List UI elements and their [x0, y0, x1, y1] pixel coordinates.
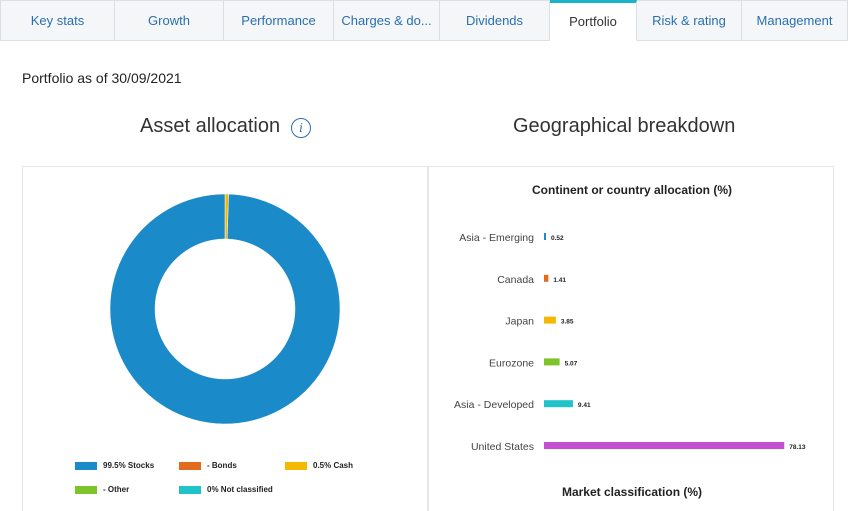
bar-value-label: 9.41	[578, 402, 591, 409]
legend-swatch	[75, 485, 97, 494]
legend-item-bonds: - Bonds	[179, 461, 237, 470]
tab-key-stats[interactable]: Key stats	[0, 0, 115, 41]
legend-swatch	[179, 461, 201, 470]
bar-value-label: 5.07	[565, 360, 578, 367]
legend-swatch	[75, 461, 97, 470]
bar-united-states[interactable]	[544, 442, 785, 449]
asset-allocation-panel: 99.5% Stocks - Bonds 0.5% Cash - Other 0% No…	[22, 166, 428, 511]
continent-allocation-bar-chart: Asia - Emerging 0.52 Canada 1.41 Japan 3.85 Eu…	[454, 232, 806, 453]
bar-value-label: 1.41	[553, 277, 566, 284]
asset-allocation-title: Asset allocation	[140, 115, 281, 137]
bar-category-label: United States	[471, 441, 534, 453]
bar-canada[interactable]	[544, 274, 549, 282]
bar-japan[interactable]	[544, 316, 556, 324]
bar-value-label: 78.13	[789, 444, 806, 451]
legend-item-cash: 0.5% Cash	[285, 461, 353, 470]
market-classification-title: Market classification (%)	[561, 485, 703, 499]
tab-management[interactable]: Management	[742, 0, 848, 41]
legend-swatch	[179, 485, 201, 494]
bar-value-label: 3.85	[561, 319, 574, 326]
bar-asia-developed[interactable]	[544, 400, 573, 408]
tab-dividends[interactable]: Dividends	[440, 0, 550, 41]
donut-slice-stocks[interactable]	[109, 193, 341, 425]
legend-item-not-classified: 0% Not classified	[179, 485, 273, 494]
geographical-panel: Continent or country allocation (%) Asia…	[428, 166, 834, 511]
bar-eurozone[interactable]	[544, 358, 560, 366]
tab-performance[interactable]: Performance	[224, 0, 334, 41]
geographical-breakdown-title: Geographical breakdown	[513, 115, 736, 137]
tab-portfolio[interactable]: Portfolio	[550, 0, 637, 41]
bar-category-label: Eurozone	[489, 357, 534, 369]
legend-label: - Other	[103, 485, 130, 494]
bar-category-label: Asia - Emerging	[459, 232, 534, 244]
legend-swatch	[285, 461, 307, 470]
asset-allocation-donut-chart	[109, 193, 341, 425]
bar-value-label: 0.52	[551, 235, 564, 242]
bar-category-label: Japan	[505, 316, 534, 328]
bar-category-label: Asia - Developed	[454, 399, 534, 411]
bar-asia-emerging[interactable]	[544, 233, 546, 240]
bar-category-label: Canada	[497, 274, 534, 286]
info-icon[interactable]: i	[291, 118, 311, 138]
portfolio-date: Portfolio as of 30/09/2021	[22, 70, 182, 86]
legend-label: - Bonds	[207, 461, 237, 470]
legend-label: 99.5% Stocks	[103, 461, 155, 470]
legend-item-stocks: 99.5% Stocks	[75, 461, 154, 470]
continent-allocation-title: Continent or country allocation (%)	[532, 183, 732, 197]
tab-risk-rating[interactable]: Risk & rating	[637, 0, 742, 41]
tab-charges-do[interactable]: Charges & do...	[334, 0, 440, 41]
tab-bar: Key stats Growth Performance Charges & do..…	[0, 0, 848, 41]
legend-label: 0% Not classified	[207, 485, 273, 494]
tab-growth[interactable]: Growth	[115, 0, 224, 41]
legend-item-other: - Other	[75, 485, 129, 494]
legend-label: 0.5% Cash	[313, 461, 354, 470]
